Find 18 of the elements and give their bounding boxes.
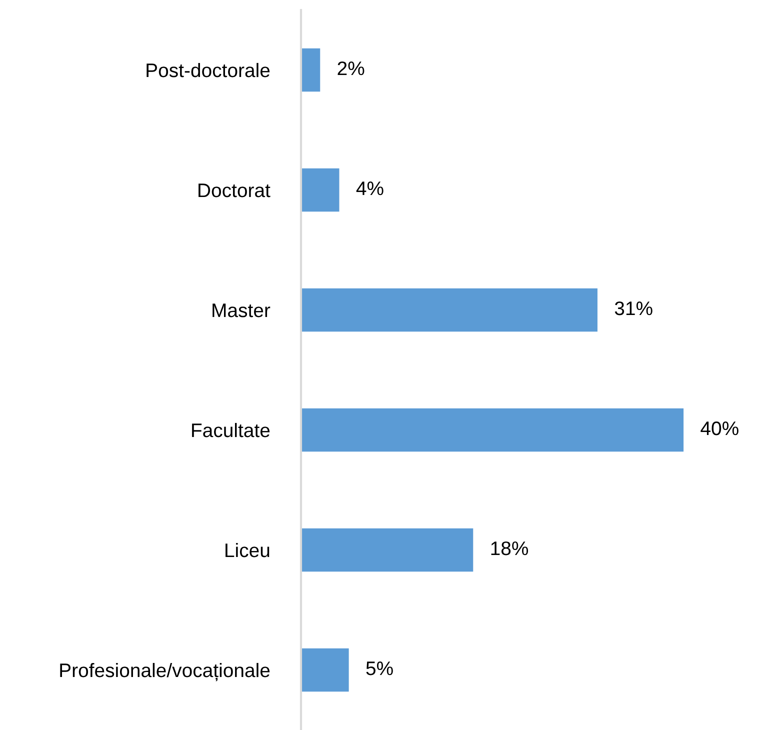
- bar: [301, 168, 340, 212]
- bar: [301, 48, 320, 92]
- data-label: 5%: [366, 662, 393, 676]
- data-label: 40%: [700, 421, 738, 436]
- y-tick-label: Facultate: [192, 422, 270, 438]
- bar: [301, 408, 684, 452]
- data-label: 4%: [356, 182, 384, 196]
- data-label: 31%: [614, 301, 652, 316]
- data-label: 2%: [338, 61, 364, 76]
- y-tick-label: Liceu: [226, 542, 270, 558]
- y-tick-label: Doctorat: [198, 184, 270, 198]
- data-label: 18%: [491, 541, 528, 556]
- y-tick-label: Master: [212, 304, 270, 318]
- bar: [301, 528, 474, 572]
- bar: [301, 648, 349, 692]
- y-tick-label: Profesionale/vocaționale: [60, 662, 270, 682]
- y-tick-label: Post-doctorale: [146, 62, 270, 78]
- bar: [301, 288, 598, 332]
